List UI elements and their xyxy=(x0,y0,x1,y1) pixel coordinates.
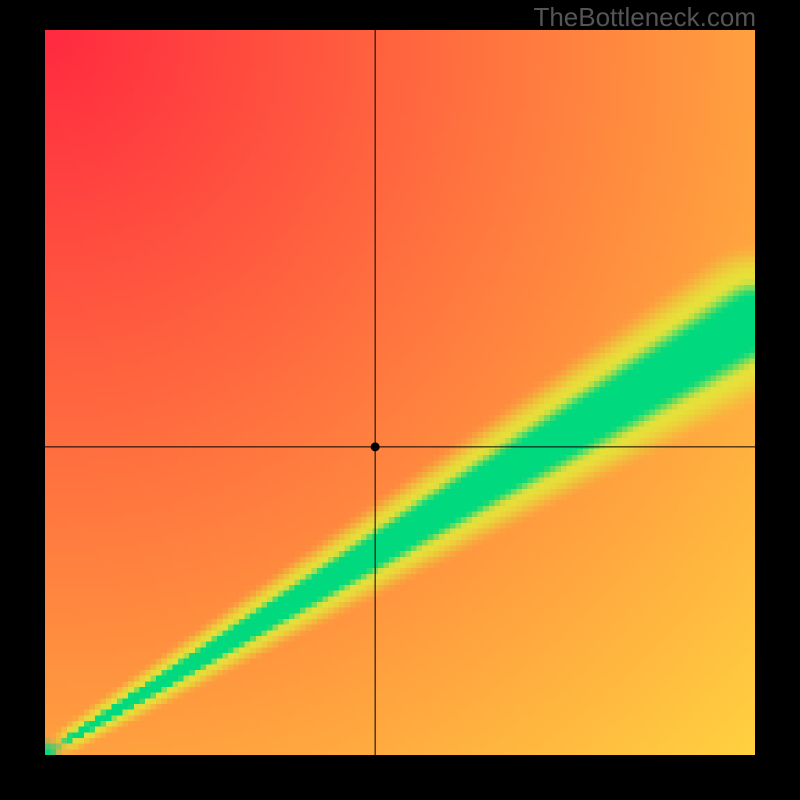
heatmap-canvas xyxy=(45,30,755,755)
watermark-text: TheBottleneck.com xyxy=(533,2,756,33)
chart-container: { "canvas": { "width": 800, "height": 80… xyxy=(0,0,800,800)
